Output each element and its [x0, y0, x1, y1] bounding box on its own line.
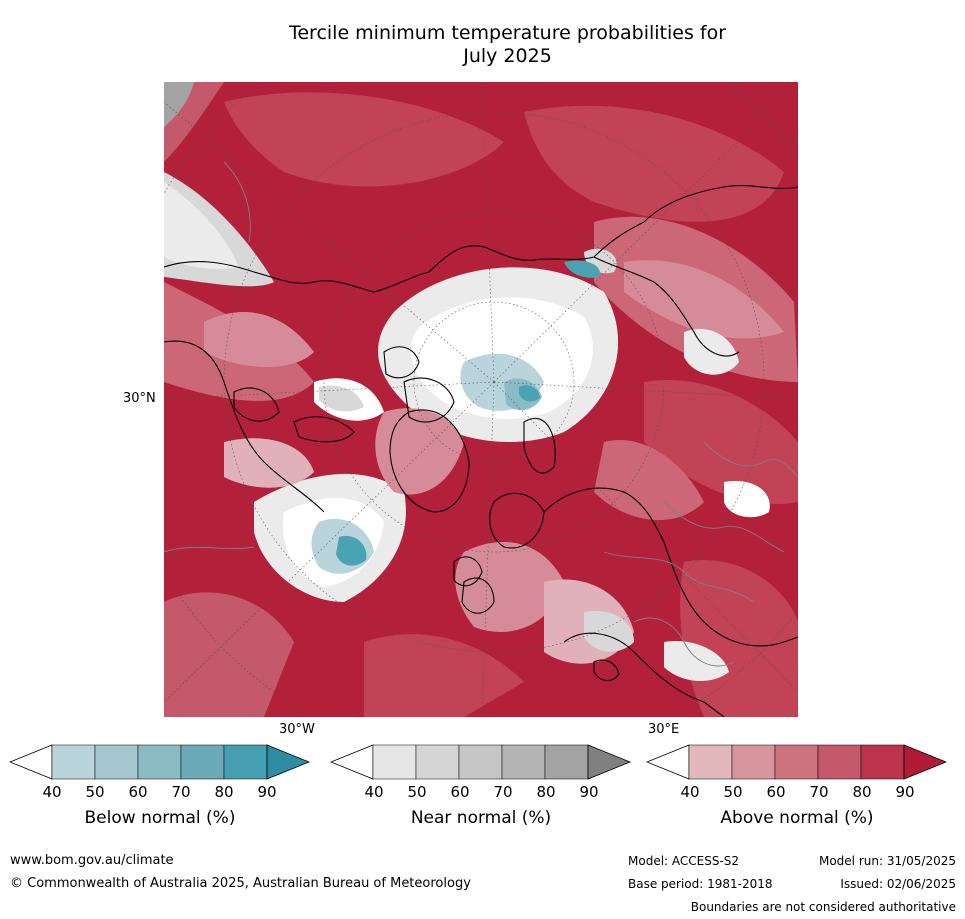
- colorbar-near-swatch: [415, 744, 460, 780]
- lat-label-30n: 30°N: [123, 391, 156, 406]
- colorbar-above-swatch: [688, 744, 733, 780]
- atlantic-region: [224, 408, 464, 602]
- colorbar-above-tick: 90: [895, 783, 915, 801]
- colorbar-above-tick: 80: [852, 783, 872, 801]
- eurasia-region: [455, 328, 770, 682]
- colorbar-below-tick: 50: [85, 783, 105, 801]
- colorbar-near-tick: 40: [364, 783, 384, 801]
- colorbar-above-swatches: [645, 744, 948, 780]
- colorbar-near-swatches: [329, 744, 632, 780]
- footer-model-run: Model run: 31/05/2025: [818, 854, 956, 868]
- colorbar-above-tick: 60: [766, 783, 786, 801]
- graticule: [164, 82, 798, 717]
- footer-disclaimer: Boundaries are not considered authoritat…: [690, 900, 956, 914]
- probability-field: [164, 82, 798, 717]
- colorbar-near-tick: 90: [579, 783, 599, 801]
- colorbar-above-tick: 50: [723, 783, 743, 801]
- lon-label-30e: 30°E: [648, 722, 680, 737]
- colorbar-above-swatch: [817, 744, 862, 780]
- map-canvas: [164, 82, 798, 717]
- colorbar-below-label: Below normal (%): [84, 808, 236, 828]
- colorbar-below-swatch: [223, 744, 268, 780]
- colorbar-below-tick: 90: [257, 783, 277, 801]
- footer-base-period: Base period: 1981-2018: [628, 877, 773, 891]
- footer-copyright: © Commonwealth of Australia 2025, Austra…: [10, 876, 471, 891]
- colorbar-above: [645, 744, 948, 784]
- polar-map: [164, 82, 798, 717]
- title-line-2: July 2025: [463, 45, 552, 67]
- colorbar-below-high-extension: [266, 744, 311, 780]
- colorbar-near: [329, 744, 632, 784]
- colorbar-near-swatch: [458, 744, 503, 780]
- colorbar-near-tick: 70: [493, 783, 513, 801]
- title-line-1: Tercile minimum temperature probabilitie…: [288, 22, 727, 44]
- colorbar-below-tick: 80: [214, 783, 234, 801]
- colorbar-below-tick: 60: [128, 783, 148, 801]
- lon-label-30w: 30°W: [279, 722, 315, 737]
- colorbar-below: [8, 744, 311, 784]
- coastlines: [164, 185, 798, 717]
- colorbar-above-tick: 40: [680, 783, 700, 801]
- footer-model: Model: ACCESS-S2: [628, 854, 740, 868]
- footer-issued: Issued: 02/06/2025: [840, 877, 956, 891]
- colorbar-below-swatch: [137, 744, 182, 780]
- colorbar-below-swatch: [180, 744, 225, 780]
- colorbar-near-tick: 50: [407, 783, 427, 801]
- colorbar-near-tick: 60: [450, 783, 470, 801]
- colorbar-near-swatch: [501, 744, 546, 780]
- colorbar-above-swatch: [860, 744, 905, 780]
- colorbar-below-tick: 70: [171, 783, 191, 801]
- colorbar-near-label: Near normal (%): [410, 808, 552, 828]
- colorbar-below-swatch: [94, 744, 139, 780]
- colorbar-near-low-extension: [329, 744, 374, 780]
- colorbar-above-swatch: [774, 744, 819, 780]
- colorbar-above-swatch: [731, 744, 776, 780]
- colorbar-above-high-extension: [903, 744, 948, 780]
- colorbar-near-swatch: [544, 744, 589, 780]
- chart-title: Tercile minimum temperature probabilitie…: [165, 22, 850, 68]
- colorbar-above-low-extension: [645, 744, 690, 780]
- footer-url[interactable]: www.bom.gov.au/climate: [10, 853, 174, 868]
- colorbar-below-tick: 40: [42, 783, 62, 801]
- colorbar-above-label: Above normal (%): [720, 808, 874, 828]
- arctic-core: [314, 248, 619, 442]
- colorbar-below-swatch: [51, 744, 96, 780]
- colorbar-below-low-extension: [8, 744, 53, 780]
- colorbar-near-tick: 80: [536, 783, 556, 801]
- colorbar-below-swatches: [8, 744, 311, 780]
- colorbar-near-high-extension: [587, 744, 632, 780]
- colorbar-above-tick: 70: [809, 783, 829, 801]
- borders: [164, 161, 798, 667]
- colorbar-near-swatch: [372, 744, 417, 780]
